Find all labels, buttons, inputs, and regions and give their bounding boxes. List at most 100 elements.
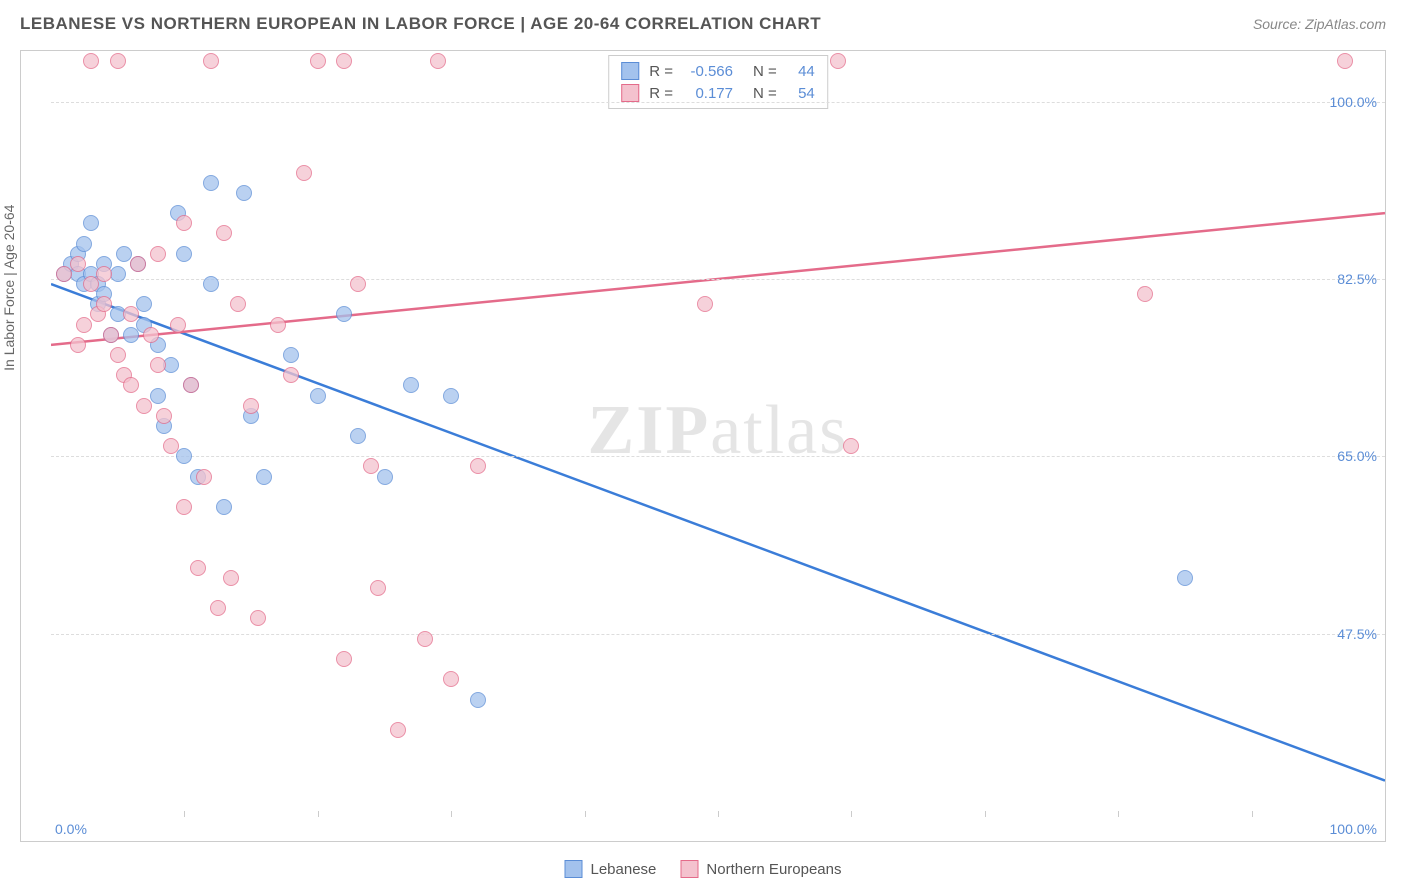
data-point: [136, 398, 152, 414]
data-point: [443, 671, 459, 687]
data-point: [83, 276, 99, 292]
data-point: [310, 53, 326, 69]
x-tick: [585, 811, 586, 817]
stats-row: R = -0.566 N = 44: [621, 60, 815, 82]
data-point: [103, 327, 119, 343]
trend-lines: [51, 51, 1385, 811]
data-point: [96, 266, 112, 282]
data-point: [203, 53, 219, 69]
data-point: [130, 256, 146, 272]
n-label: N =: [753, 63, 777, 80]
data-point: [123, 327, 139, 343]
data-point: [350, 276, 366, 292]
x-tick: [451, 811, 452, 817]
data-point: [390, 722, 406, 738]
data-point: [403, 377, 419, 393]
trend-line-lebanese: [51, 284, 1385, 781]
y-axis-label: In Labor Force | Age 20-64: [1, 205, 17, 371]
data-point: [336, 306, 352, 322]
data-point: [176, 448, 192, 464]
data-point: [283, 347, 299, 363]
data-point: [176, 246, 192, 262]
data-point: [123, 377, 139, 393]
x-axis-max-label: 100.0%: [1330, 821, 1377, 837]
data-point: [1137, 286, 1153, 302]
data-point: [110, 347, 126, 363]
data-point: [296, 165, 312, 181]
data-point: [236, 185, 252, 201]
data-point: [256, 469, 272, 485]
legend-label: Northern Europeans: [706, 861, 841, 878]
legend-item: Lebanese: [565, 860, 657, 878]
data-point: [143, 327, 159, 343]
x-tick: [985, 811, 986, 817]
legend-item: Northern Europeans: [680, 860, 841, 878]
data-point: [70, 337, 86, 353]
data-point: [210, 600, 226, 616]
x-tick: [1252, 811, 1253, 817]
r-value: 0.177: [683, 85, 733, 102]
n-label: N =: [753, 85, 777, 102]
data-point: [470, 458, 486, 474]
data-point: [150, 388, 166, 404]
data-point: [417, 631, 433, 647]
y-tick-label: 47.5%: [1337, 626, 1377, 642]
data-point: [123, 306, 139, 322]
data-point: [697, 296, 713, 312]
data-point: [150, 357, 166, 373]
data-point: [336, 651, 352, 667]
data-point: [377, 469, 393, 485]
r-label: R =: [649, 85, 673, 102]
data-point: [430, 53, 446, 69]
data-point: [203, 175, 219, 191]
data-point: [1177, 570, 1193, 586]
r-value: -0.566: [683, 63, 733, 80]
data-point: [83, 53, 99, 69]
data-point: [283, 367, 299, 383]
x-tick: [718, 811, 719, 817]
data-point: [196, 469, 212, 485]
data-point: [70, 256, 86, 272]
data-point: [203, 276, 219, 292]
y-tick-label: 82.5%: [1337, 271, 1377, 287]
data-point: [270, 317, 286, 333]
data-point: [163, 438, 179, 454]
data-point: [1337, 53, 1353, 69]
data-point: [363, 458, 379, 474]
data-point: [176, 215, 192, 231]
data-point: [230, 296, 246, 312]
plot-area: ZIPatlas R = -0.566 N = 44 R = 0.177 N = 54 47.…: [51, 51, 1385, 811]
grid-line: [51, 634, 1385, 635]
data-point: [83, 215, 99, 231]
data-point: [310, 388, 326, 404]
legend-swatch: [621, 84, 639, 102]
data-point: [223, 570, 239, 586]
data-point: [110, 53, 126, 69]
data-point: [370, 580, 386, 596]
data-point: [250, 610, 266, 626]
data-point: [150, 246, 166, 262]
data-point: [170, 317, 186, 333]
y-tick-label: 100.0%: [1330, 94, 1377, 110]
x-tick: [1118, 811, 1119, 817]
data-point: [243, 398, 259, 414]
x-tick: [318, 811, 319, 817]
data-point: [443, 388, 459, 404]
data-point: [156, 408, 172, 424]
legend-swatch: [565, 860, 583, 878]
r-label: R =: [649, 63, 673, 80]
data-point: [336, 53, 352, 69]
data-point: [136, 296, 152, 312]
grid-line: [51, 279, 1385, 280]
data-point: [470, 692, 486, 708]
data-point: [843, 438, 859, 454]
x-axis-min-label: 0.0%: [55, 821, 87, 837]
data-point: [190, 560, 206, 576]
grid-line: [51, 456, 1385, 457]
n-value: 44: [787, 63, 815, 80]
grid-line: [51, 102, 1385, 103]
watermark: ZIPatlas: [588, 391, 849, 471]
n-value: 54: [787, 85, 815, 102]
data-point: [96, 296, 112, 312]
data-point: [350, 428, 366, 444]
